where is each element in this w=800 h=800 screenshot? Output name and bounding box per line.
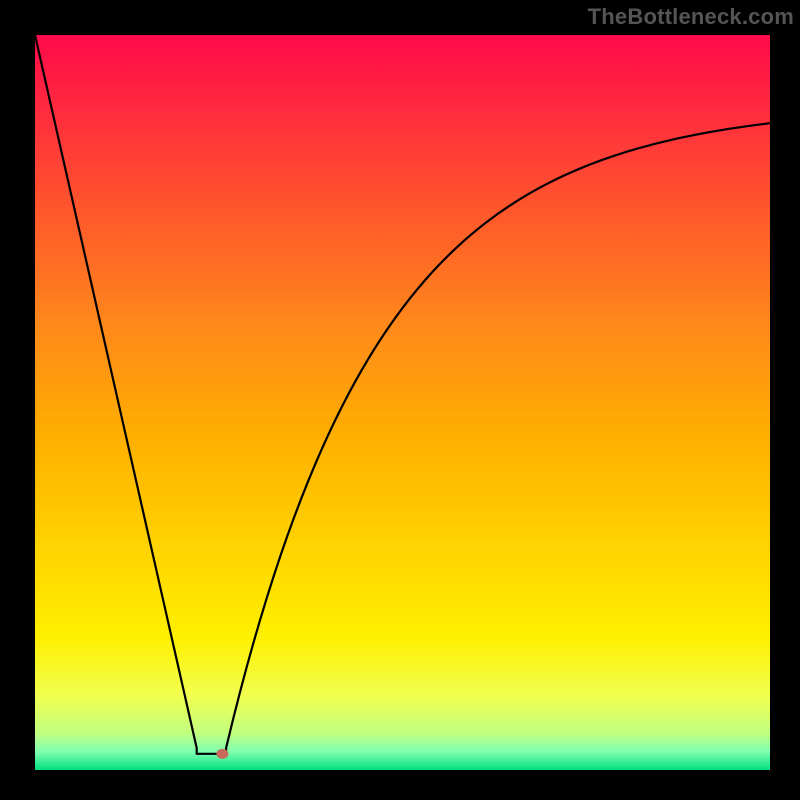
watermark-text: TheBottleneck.com <box>588 4 794 30</box>
plot-area <box>35 35 770 770</box>
plot-svg <box>35 35 770 770</box>
bottleneck-chart: TheBottleneck.com <box>0 0 800 800</box>
